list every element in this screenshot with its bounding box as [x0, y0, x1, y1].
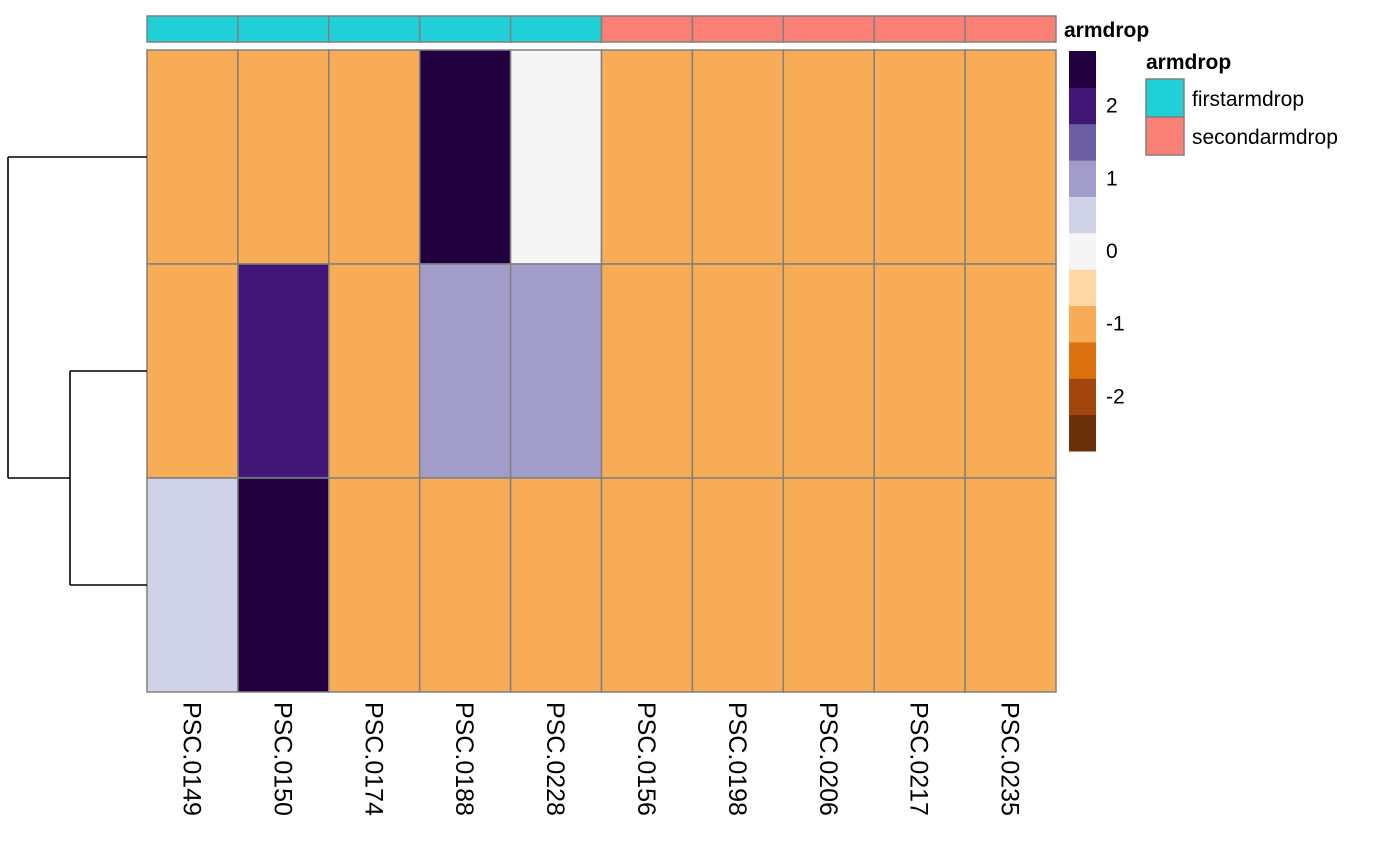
color-scale-swatch: [1069, 51, 1096, 88]
row-dendrogram: [7, 156, 147, 586]
column-label: PSC.0156: [632, 702, 660, 816]
heatmap-cells: [146, 49, 1057, 693]
color-scale-swatch: [1069, 341, 1096, 379]
color-scale-tick-label: 1: [1106, 167, 1118, 190]
column-label: PSC.0149: [177, 702, 205, 816]
heatmap-cell: [600, 263, 694, 479]
heatmap-cell: [237, 477, 330, 693]
annotation-legend-swatch: [1145, 78, 1185, 118]
heatmap-cell: [691, 263, 785, 479]
color-scale-tick-label: 2: [1106, 95, 1118, 118]
annotation-cell: [146, 15, 239, 43]
color-scale-tick-label: -2: [1106, 385, 1125, 408]
color-scale-swatch: [1069, 269, 1096, 307]
heatmap-cell: [964, 49, 1057, 265]
heatmap-cell: [418, 49, 512, 265]
column-label: PSC.0198: [723, 702, 751, 816]
heatmap-cell: [509, 49, 603, 265]
color-scale-swatch: [1069, 232, 1096, 270]
column-label: PSC.0228: [541, 702, 569, 816]
heatmap-cell: [600, 477, 694, 693]
heatmap-cell: [146, 477, 239, 693]
annotation-cell: [964, 15, 1057, 43]
heatmap-cell: [328, 49, 421, 265]
heatmap-cell: [146, 49, 239, 265]
heatmap-cell: [691, 477, 785, 693]
color-scale-swatch: [1069, 196, 1096, 234]
annotation-cell: [418, 15, 512, 43]
annotation-cell: [782, 15, 875, 43]
heatmap-cell: [237, 263, 330, 479]
heatmap-cell: [964, 263, 1057, 479]
annotation-track-label: armdrop: [1064, 19, 1149, 42]
heatmap-cell: [509, 263, 603, 479]
heatmap-cell: [873, 263, 966, 479]
heatmap-cell: [964, 477, 1057, 693]
column-label: PSC.0188: [450, 702, 478, 816]
column-label: PSC.0217: [905, 702, 933, 816]
annotation-cell: [237, 15, 330, 43]
heatmap-cell: [600, 49, 694, 265]
heatmap-cell: [873, 477, 966, 693]
annotation-cell: [600, 15, 694, 43]
annotation-legend-label: firstarmdrop: [1192, 88, 1304, 111]
annotation-legend: armdrop firstarmdrop secondarmdrop: [1145, 51, 1338, 156]
heatmap-cell: [691, 49, 785, 265]
color-scale-swatch: [1069, 305, 1096, 343]
heatmap-cell: [328, 477, 421, 693]
annotation-legend-swatch: [1145, 116, 1185, 156]
heatmap-cell: [782, 49, 875, 265]
heatmap-cell: [509, 477, 603, 693]
annotation-cell: [873, 15, 966, 43]
column-label: PSC.0235: [996, 702, 1024, 816]
annotation-legend-title: armdrop: [1146, 51, 1231, 74]
color-scale-tick-label: 0: [1106, 240, 1118, 263]
heatmap-cell: [418, 263, 512, 479]
color-scale-tick-label: -1: [1106, 313, 1125, 336]
color-scale-legend: 2 1 0 -1 -2: [1069, 51, 1125, 452]
heatmap-cell: [328, 263, 421, 479]
column-annotation-bar: [146, 15, 1057, 43]
column-label: PSC.0174: [359, 702, 387, 816]
heatmap-cell: [782, 263, 875, 479]
annotation-cell: [691, 15, 785, 43]
color-scale-swatch: [1069, 123, 1096, 161]
color-scale-swatch: [1069, 160, 1096, 197]
annotation-cell: [328, 15, 421, 43]
heatmap-cell: [146, 263, 239, 479]
heatmap-cell: [782, 477, 875, 693]
heatmap-cell: [873, 49, 966, 265]
column-label: PSC.0150: [268, 702, 296, 816]
color-scale-swatch: [1069, 378, 1096, 416]
color-scale-swatch: [1069, 87, 1096, 125]
annotation-cell: [509, 15, 603, 43]
annotation-legend-label: secondarmdrop: [1192, 126, 1338, 149]
color-scale-swatch: [1069, 414, 1096, 452]
column-labels: PSC.0149 PSC.0150 PSC.0174 PSC.0188 PSC.0228…: [177, 702, 1023, 816]
heatmap-cell: [418, 477, 512, 693]
column-label: PSC.0206: [814, 702, 842, 816]
heatmap-cell: [237, 49, 330, 265]
